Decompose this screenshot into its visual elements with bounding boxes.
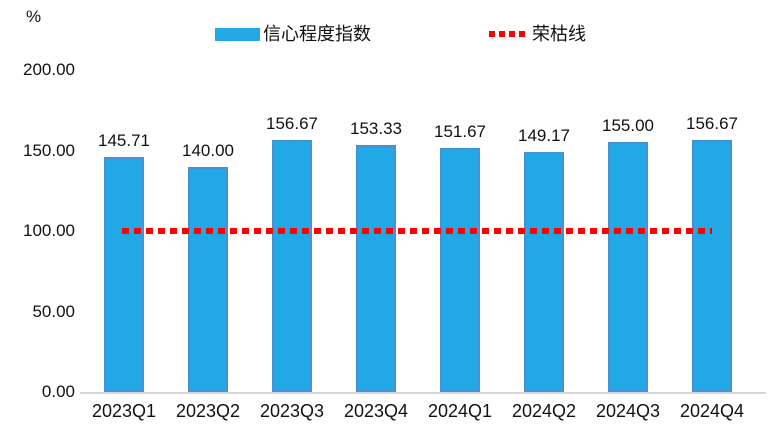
bar-value-label: 145.71: [98, 131, 150, 151]
bar: [524, 151, 564, 392]
y-tick-label: 50.00: [32, 301, 75, 321]
threshold-line: [122, 228, 712, 234]
y-tick-label: 200.00: [23, 60, 75, 79]
bar-group: 149.17: [502, 70, 586, 392]
bar: [440, 147, 480, 392]
legend-series-label: 信心程度指数: [263, 24, 371, 44]
x-tick-label: 2023Q2: [175, 401, 241, 421]
y-tick-label: 0.00: [41, 382, 75, 401]
x-axis-line: [80, 392, 766, 394]
bar-value-label: 140.00: [182, 140, 234, 160]
bar-group: 140.00: [166, 70, 250, 392]
bar-group: 156.67: [250, 70, 334, 392]
bar: [692, 139, 732, 392]
bar-group: 156.67: [670, 70, 754, 392]
bar-value-label: 151.67: [434, 121, 486, 141]
bar: [104, 157, 144, 392]
bar-value-label: 153.33: [350, 119, 402, 139]
bar: [188, 166, 228, 392]
x-tick-label: 2024Q1: [427, 401, 493, 421]
bar-value-label: 156.67: [686, 113, 738, 133]
legend-bar-swatch: [215, 28, 260, 41]
bars-row: 145.71 140.00 156.67 153.33 151.67 149.17 155.…: [82, 70, 754, 392]
bar: [272, 139, 312, 392]
bar-group: 145.71: [82, 70, 166, 392]
x-tick-label: 2023Q1: [91, 401, 157, 421]
plot-area: 145.71 140.00 156.67 153.33 151.67 149.17 155.…: [82, 70, 754, 392]
x-tick-label: 2024Q4: [679, 401, 745, 421]
bar-group: 151.67: [418, 70, 502, 392]
bar-value-label: 156.67: [266, 113, 318, 133]
legend-threshold-swatch: [489, 31, 525, 37]
x-tick-label: 2023Q3: [259, 401, 325, 421]
legend-threshold-label: 荣枯线: [532, 24, 586, 44]
y-axis-unit-label: %: [26, 7, 42, 26]
bar: [356, 145, 396, 392]
y-tick-label: 150.00: [23, 140, 75, 160]
bar-value-label: 155.00: [602, 116, 654, 136]
x-tick-label: 2024Q2: [511, 401, 577, 421]
y-tick-label: 100.00: [23, 221, 75, 240]
x-tick-label: 2023Q4: [343, 401, 409, 421]
bar-value-label: 149.17: [518, 125, 570, 145]
x-axis-labels: 2023Q1 2023Q2 2023Q3 2023Q4 2024Q1 2024Q2 2024…: [82, 400, 754, 422]
bar-group: 153.33: [334, 70, 418, 392]
x-tick-label: 2024Q3: [595, 401, 661, 421]
bar-group: 155.00: [586, 70, 670, 392]
y-axis: 0.00 50.00 100.00 150.00 200.00: [0, 0, 75, 436]
bar: [608, 142, 648, 392]
